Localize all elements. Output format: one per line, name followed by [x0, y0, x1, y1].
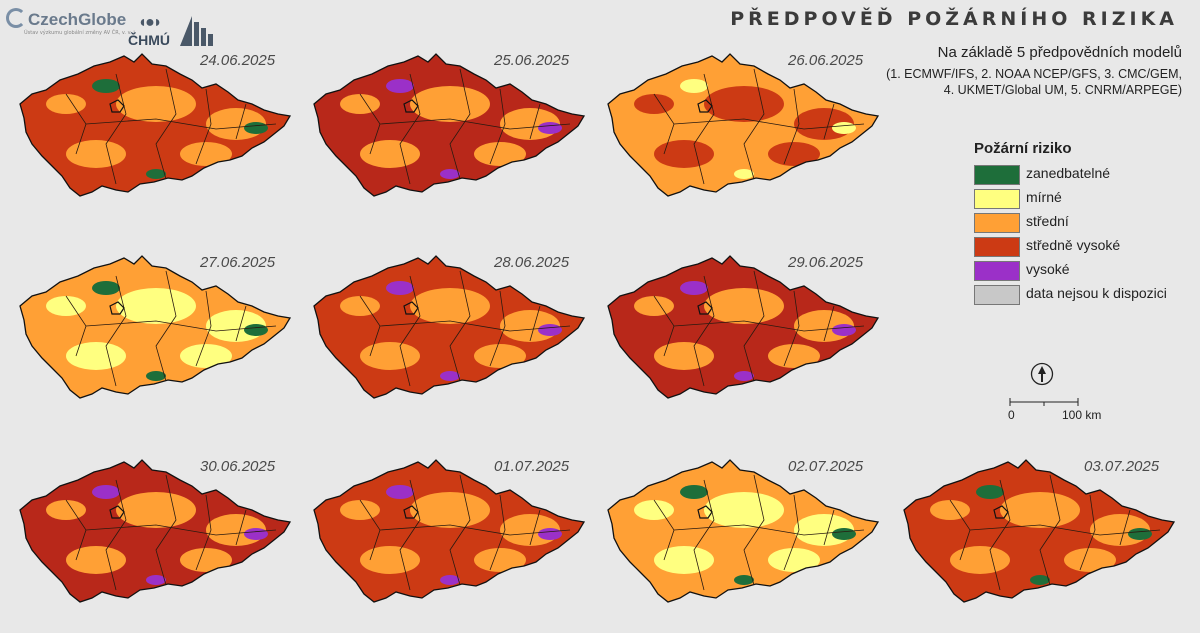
legend-label: mírné [1026, 189, 1062, 205]
legend-item: mírné [974, 189, 1072, 213]
model-list-line-1: (1. ECMWF/IFS, 2. NOAA NCEP/GFS, 3. CMC/… [886, 67, 1182, 81]
page-subtitle: Na základě 5 předpovědních modelů [937, 44, 1182, 61]
czech-republic-map [607, 53, 880, 197]
forecast-map: 24.06.2025 [6, 44, 306, 214]
legend-swatch [974, 261, 1020, 281]
model-list: (1. ECMWF/IFS, 2. NOAA NCEP/GFS, 3. CMC/… [862, 66, 1182, 98]
forecast-map: 27.06.2025 [6, 246, 306, 416]
czech-republic-map [903, 459, 1176, 603]
map-date-label: 28.06.2025 [494, 254, 570, 271]
map-date-label: 30.06.2025 [200, 458, 276, 475]
logo-bar: CzechGlobe Ústav výzkumu globální změny … [6, 8, 266, 48]
forecast-map: 01.07.2025 [300, 450, 600, 620]
map-date-label: 02.07.2025 [788, 458, 864, 475]
scale-bar-graphic [1009, 398, 1079, 406]
map-date-label: 01.07.2025 [494, 458, 570, 475]
legend-swatch [974, 189, 1020, 209]
czechglobe-logo-text: CzechGlobe [28, 10, 127, 29]
forecast-map: 29.06.2025 [594, 246, 894, 416]
czechglobe-logo: CzechGlobe [6, 8, 126, 30]
legend-label: vysoké [1026, 261, 1070, 277]
czech-republic-map [19, 459, 292, 603]
globe-icon [6, 8, 26, 28]
chmu-logo: ◖●◗ ČHMÚ [128, 14, 170, 48]
map-date-label: 24.06.2025 [200, 52, 276, 69]
forecast-map: 25.06.2025 [300, 44, 600, 214]
map-date-label: 03.07.2025 [1084, 458, 1160, 475]
legend-label: zanedbatelné [1026, 165, 1111, 181]
map-date-label: 26.06.2025 [788, 52, 864, 69]
scale-end-label: 100 km [1062, 408, 1102, 422]
scale-bar: 0 100 km [1008, 396, 1148, 426]
legend-items: zanedbatelné mírné střední středně vysoké vy… [974, 165, 1167, 329]
forecast-map: 02.07.2025 [594, 450, 894, 620]
legend-title: Požární riziko [974, 140, 1072, 157]
legend-swatch [974, 165, 1020, 185]
legend-swatch [974, 237, 1020, 257]
czech-republic-map [19, 53, 292, 197]
forecast-map: 28.06.2025 [300, 246, 600, 416]
page-title: PŘEDPOVĚĎ POŽÁRNÍHO RIZIKA [730, 8, 1178, 30]
forecast-map: 30.06.2025 [6, 450, 306, 620]
legend-item: zanedbatelné [974, 165, 1110, 189]
legend-label: data nejsou k dispozici [1026, 285, 1167, 301]
forecast-map: 26.06.2025 [594, 44, 894, 214]
legend-swatch [974, 285, 1020, 305]
legend-item: vysoké [974, 261, 1072, 285]
legend-swatch [974, 213, 1020, 233]
czech-republic-map [607, 255, 880, 399]
map-date-label: 29.06.2025 [788, 254, 864, 271]
model-list-line-2: 4. UKMET/Global UM, 5. CNRM/ARPEGE) [943, 83, 1182, 97]
czech-republic-map [607, 459, 880, 603]
scale-start-label: 0 [1008, 408, 1015, 422]
legend: Požární riziko zanedbatelné mírné střední s… [974, 140, 1167, 329]
map-date-label: 25.06.2025 [494, 52, 570, 69]
forecast-map: 03.07.2025 [890, 450, 1190, 620]
north-arrow-icon [1030, 362, 1054, 386]
chmu-logo-text: ČHMÚ [128, 32, 170, 48]
chmu-shapes-icon: ◖●◗ [137, 14, 163, 31]
map-date-label: 27.06.2025 [200, 254, 276, 271]
legend-item: data nejsou k dispozici [974, 285, 1167, 329]
legend-item: střední [974, 213, 1072, 237]
legend-item: středně vysoké [974, 237, 1120, 261]
czech-republic-map [19, 255, 292, 399]
institute-logo [180, 16, 213, 46]
czech-republic-map [313, 53, 586, 197]
czechglobe-subtitle: Ústav výzkumu globální změny AV ČR, v. v… [24, 30, 137, 36]
legend-label: středně vysoké [1026, 237, 1121, 253]
czech-republic-map [313, 459, 586, 603]
legend-label: střední [1026, 213, 1069, 229]
czech-republic-map [313, 255, 586, 399]
